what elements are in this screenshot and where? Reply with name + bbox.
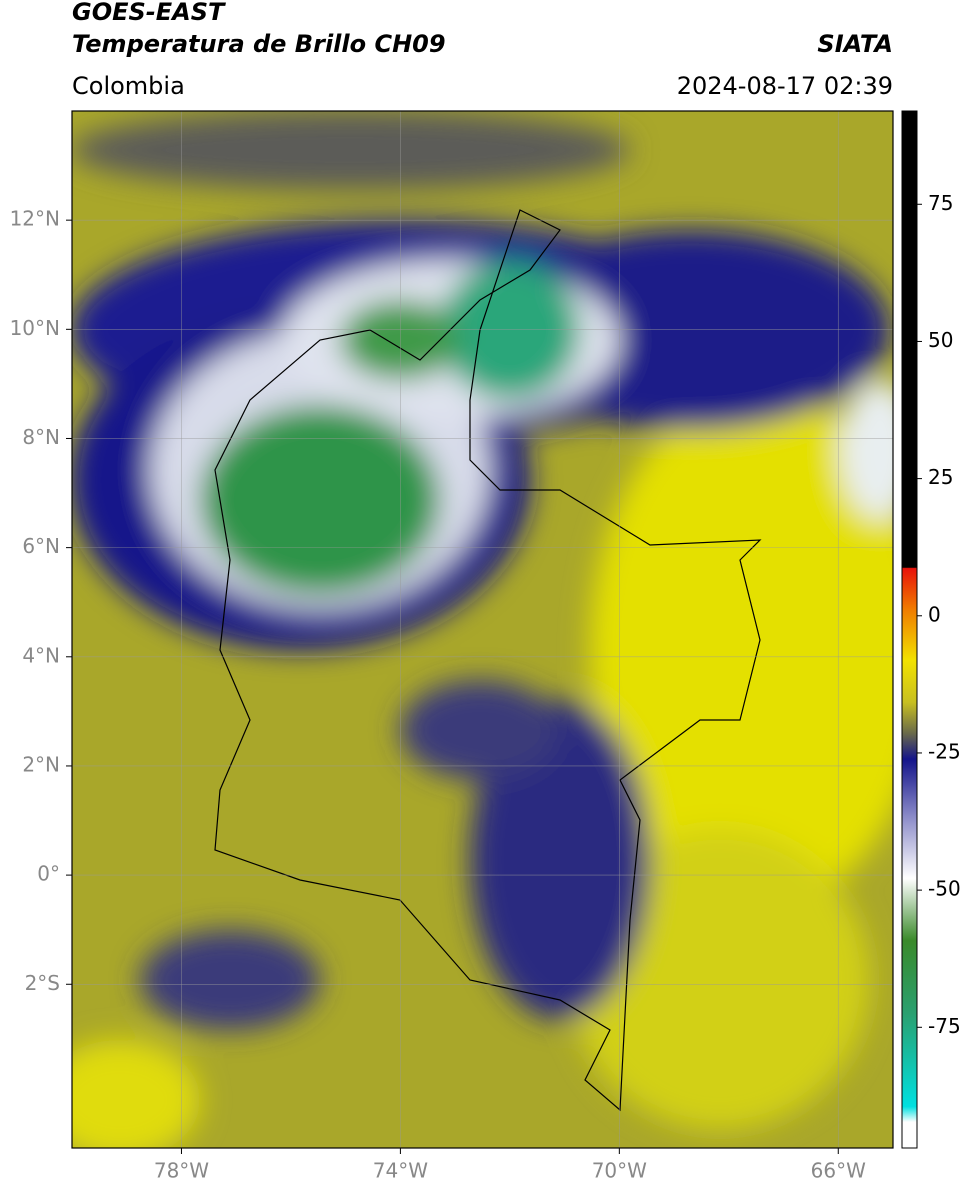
lat-tick-label: 0° [37, 862, 60, 886]
colorbar-tick-label: 75 [928, 191, 953, 215]
colorbar-tick-label: 50 [928, 328, 953, 352]
lon-tick-label: 78°W [154, 1159, 209, 1183]
satellite-image [72, 111, 893, 1148]
satellite-title: GOES-EAST [72, 0, 226, 26]
colorbar-tick-label: 25 [928, 465, 953, 489]
datetime-label: 2024-08-17 02:39 [677, 72, 893, 100]
map-frame [71, 110, 894, 1149]
lon-tick-label: 74°W [373, 1159, 428, 1183]
lat-tick-label: 12°N [10, 207, 60, 231]
lon-tick-label: 66°W [811, 1159, 866, 1183]
colorbar-tick-label: -75 [928, 1014, 961, 1038]
lat-tick-label: 2°S [25, 971, 60, 995]
lat-tick-label: 10°N [10, 316, 60, 340]
colorbar-tick-label: 0 [928, 602, 941, 626]
grid [72, 111, 893, 1148]
lat-tick-label: 2°N [22, 752, 60, 776]
source-label: SIATA [817, 30, 893, 58]
colorbar-tick-label: -50 [928, 877, 961, 901]
lon-tick-label: 70°W [592, 1159, 647, 1183]
colorbar [901, 110, 918, 1149]
product-title: Temperatura de Brillo CH09 [72, 30, 446, 58]
lat-tick-label: 4°N [22, 643, 60, 667]
lat-tick-label: 6°N [22, 534, 60, 558]
colorbar-tick-label: -25 [928, 739, 961, 763]
region-label: Colombia [72, 72, 185, 100]
lat-tick-label: 8°N [22, 425, 60, 449]
